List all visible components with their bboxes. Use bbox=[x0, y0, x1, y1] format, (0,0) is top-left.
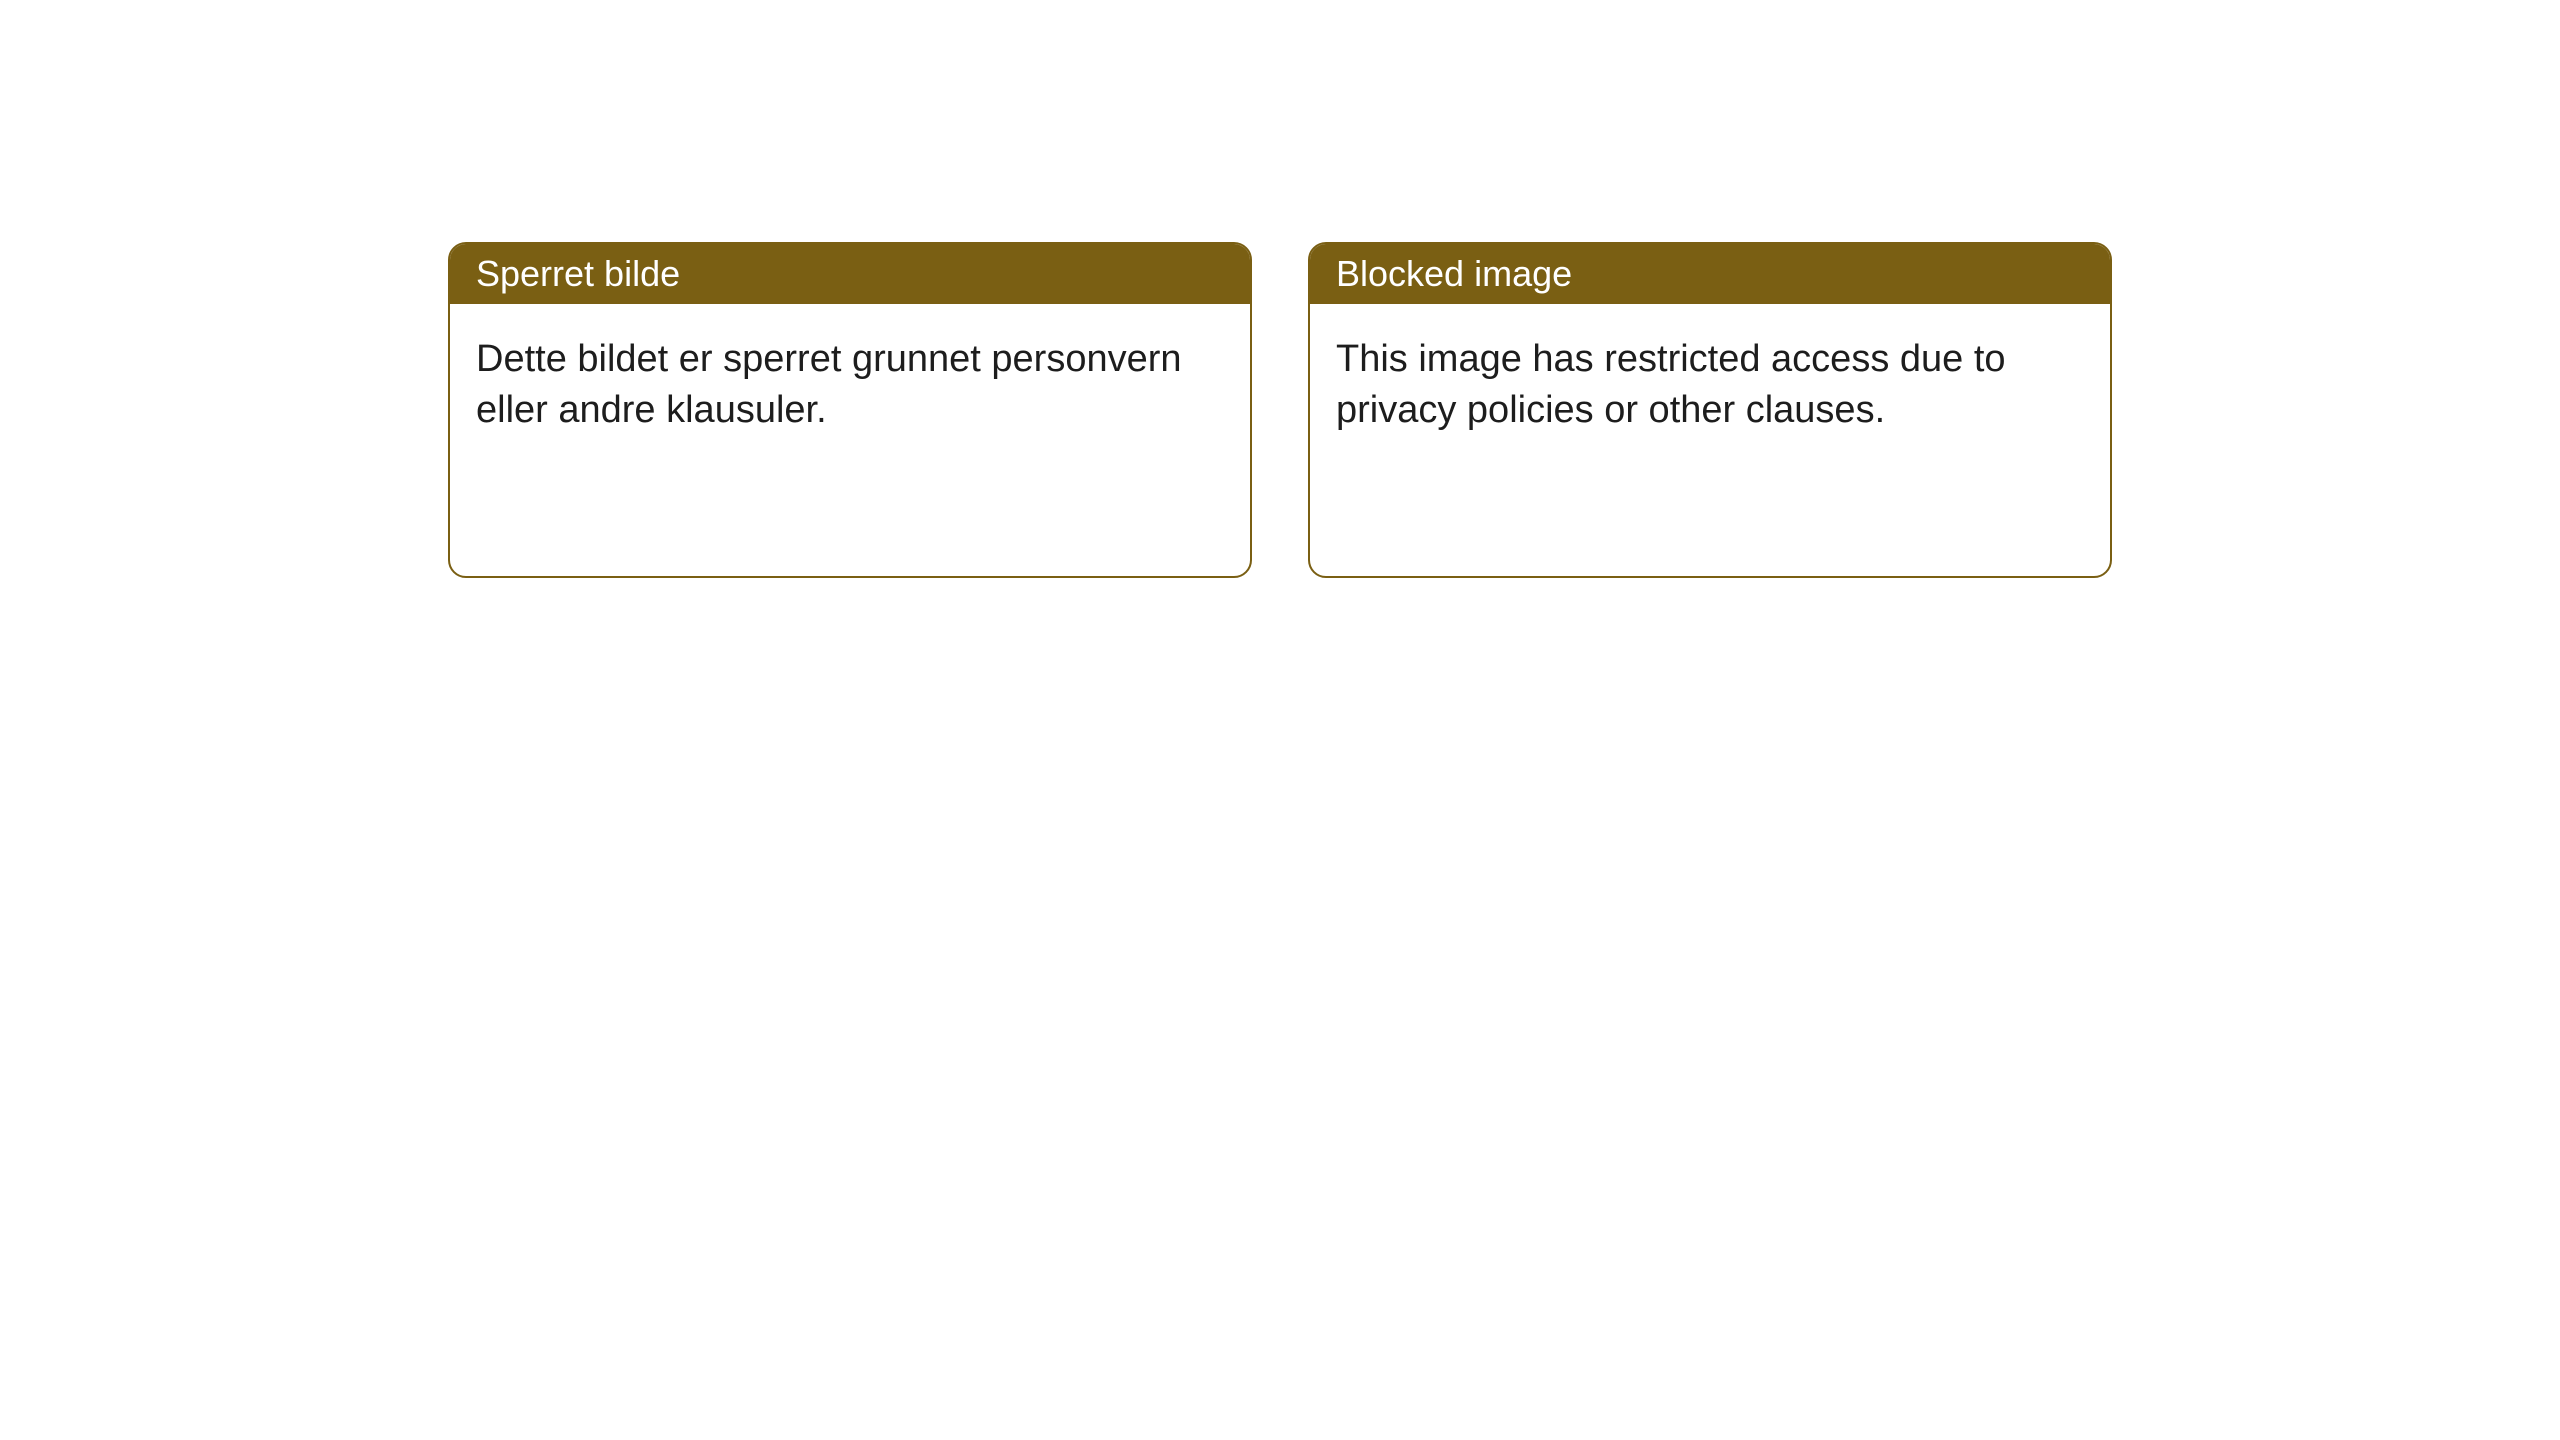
card-title: Blocked image bbox=[1336, 253, 1572, 295]
card-body: This image has restricted access due to … bbox=[1310, 304, 2110, 467]
card-text: Dette bildet er sperret grunnet personve… bbox=[476, 334, 1224, 437]
card-header: Blocked image bbox=[1310, 244, 2110, 304]
card-title: Sperret bilde bbox=[476, 253, 680, 295]
blocked-image-card-en: Blocked image This image has restricted … bbox=[1308, 242, 2112, 578]
cards-container: Sperret bilde Dette bildet er sperret gr… bbox=[0, 0, 2560, 578]
card-header: Sperret bilde bbox=[450, 244, 1250, 304]
blocked-image-card-no: Sperret bilde Dette bildet er sperret gr… bbox=[448, 242, 1252, 578]
card-body: Dette bildet er sperret grunnet personve… bbox=[450, 304, 1250, 467]
card-text: This image has restricted access due to … bbox=[1336, 334, 2084, 437]
